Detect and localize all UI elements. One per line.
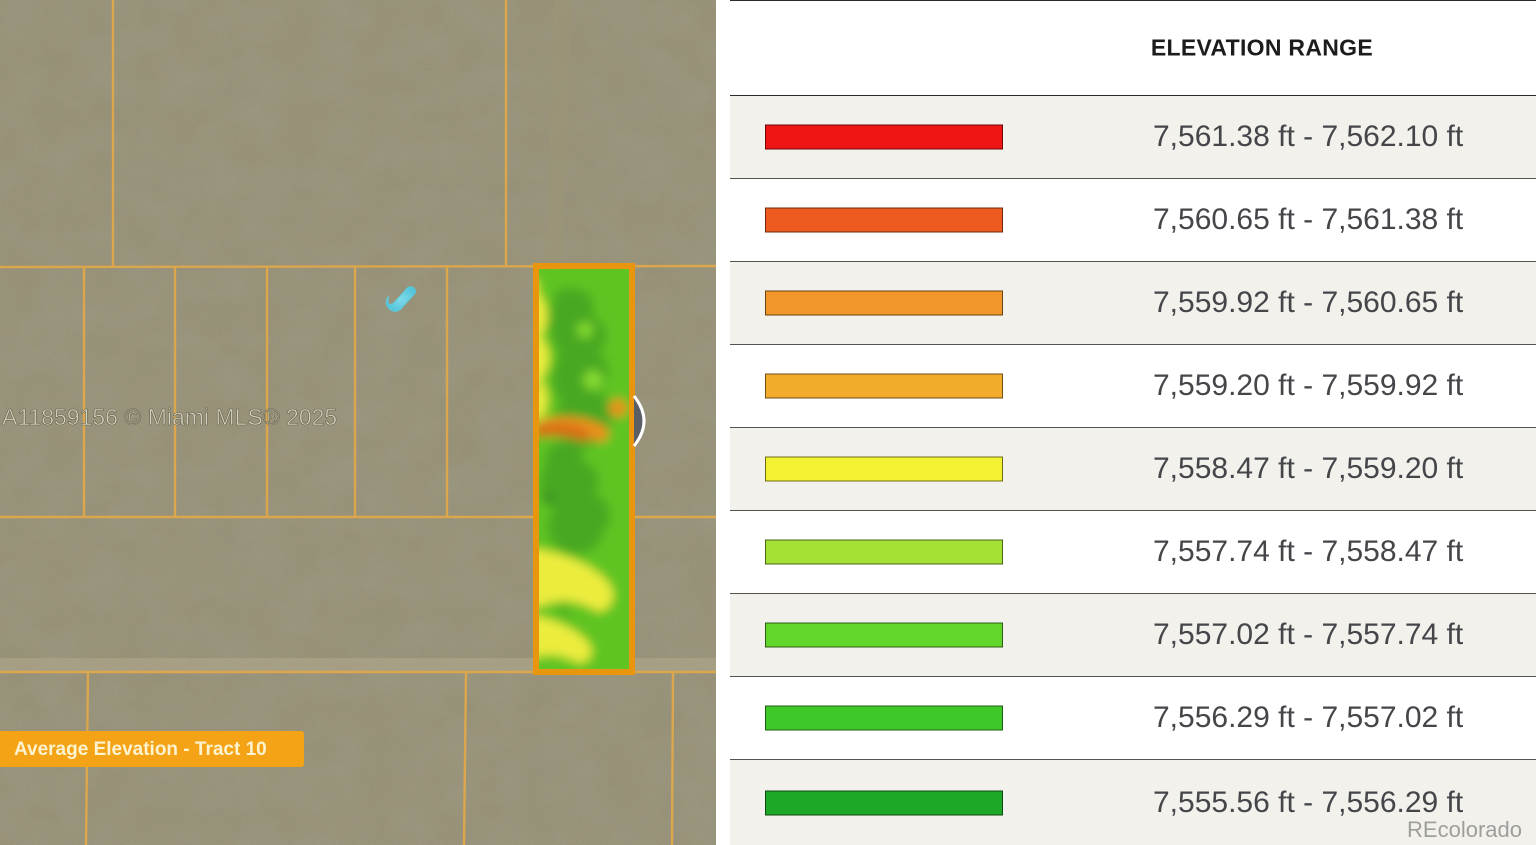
svg-text:Average Elevation - Tract 10: Average Elevation - Tract 10 (14, 739, 267, 760)
svg-text:A11859156 © Miami MLS® 2025: A11859156 © Miami MLS® 2025 (2, 404, 337, 430)
